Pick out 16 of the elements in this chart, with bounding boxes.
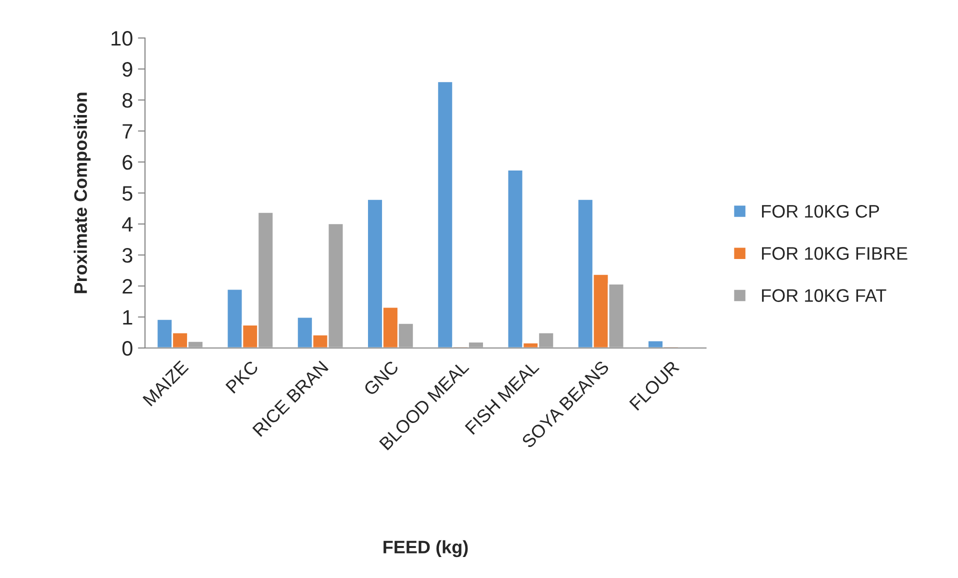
y-axis-title: Proximate Composition — [74, 92, 91, 294]
legend-label: FOR 10KG FAT — [762, 289, 886, 302]
y-tick-label: 3 — [122, 248, 132, 263]
y-tick-label: 6 — [122, 155, 132, 170]
legend-label: FOR 10KG CP — [762, 204, 879, 218]
y-tick-label: 1 — [123, 310, 132, 325]
y-tick-label: 0 — [122, 341, 132, 356]
y-tick-label: 2 — [122, 279, 132, 294]
y-tick-label: 8 — [122, 93, 132, 108]
y-tick-label: 9 — [122, 62, 132, 77]
y-tick-label: 7 — [122, 124, 132, 139]
legend-label: FOR 10KG FIBRE — [762, 247, 908, 260]
x-axis-title: FEED (kg) — [384, 540, 468, 558]
y-tick-label: 10 — [112, 31, 132, 46]
y-tick-label: 5 — [122, 186, 132, 201]
y-tick-label: 4 — [122, 217, 133, 232]
